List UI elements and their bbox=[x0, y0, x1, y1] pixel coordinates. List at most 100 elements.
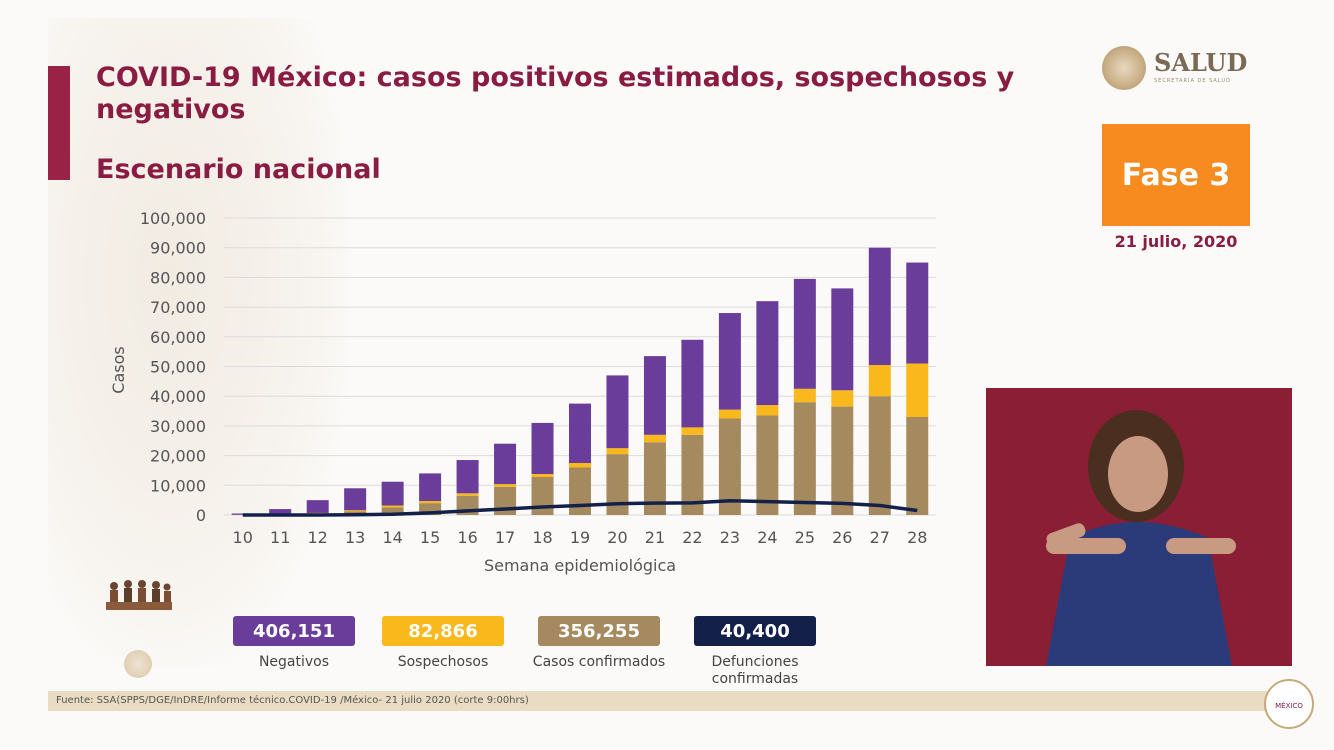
bars bbox=[231, 247, 929, 515]
bar-segment-negativos bbox=[906, 262, 929, 364]
bar-segment-negativos bbox=[793, 278, 816, 389]
bar-segment-sospechosos bbox=[456, 493, 479, 496]
bar-segment-sospechosos bbox=[718, 409, 741, 419]
x-tick-label: 23 bbox=[720, 528, 740, 547]
seal-icon bbox=[1102, 46, 1146, 90]
bar-segment-casos-confirmados bbox=[906, 416, 929, 515]
bar-segment-negativos bbox=[494, 443, 517, 485]
page-title: COVID-19 México: casos positivos estimad… bbox=[96, 62, 1015, 125]
bar-segment-casos-confirmados bbox=[569, 467, 591, 515]
y-tick-label: 0 bbox=[196, 506, 206, 525]
bar-segment-casos-confirmados bbox=[718, 418, 741, 515]
bar-segment-sospechosos bbox=[494, 484, 517, 487]
people-illustration-icon bbox=[106, 576, 172, 610]
bar-segment-negativos bbox=[868, 247, 891, 366]
bar-segment-sospechosos bbox=[606, 448, 629, 455]
bar-segment-negativos bbox=[306, 500, 329, 513]
x-tick-label: 18 bbox=[532, 528, 552, 547]
bar-segment-casos-confirmados bbox=[681, 434, 704, 515]
bar-segment-negativos bbox=[756, 301, 779, 406]
y-tick-label: 90,000 bbox=[150, 239, 206, 258]
x-tick-label: 10 bbox=[233, 528, 253, 547]
x-tick-label: 13 bbox=[345, 528, 365, 547]
x-axis-title: Semana epidemiológica bbox=[484, 556, 676, 575]
legend-confirmados-value: 356,255 bbox=[538, 616, 660, 646]
salud-logo: SALUD SECRETARÍA DE SALUD bbox=[1102, 46, 1262, 92]
x-tick-label: 22 bbox=[682, 528, 702, 547]
title-accent-bar bbox=[48, 66, 70, 180]
series-line-defunciones bbox=[242, 498, 918, 517]
x-tick-label: 11 bbox=[270, 528, 290, 547]
bar-segment-sospechosos bbox=[569, 463, 591, 468]
bar-segment-negativos bbox=[456, 460, 479, 494]
y-tick-label: 50,000 bbox=[150, 358, 206, 377]
x-tick-label: 20 bbox=[607, 528, 627, 547]
legend-negativos-value: 406,151 bbox=[233, 616, 355, 646]
x-tick-label: 27 bbox=[870, 528, 890, 547]
bar-segment-sospechosos bbox=[531, 474, 554, 477]
bar-segment-negativos bbox=[381, 481, 404, 506]
y-tick-label: 40,000 bbox=[150, 387, 206, 406]
x-tick-label: 17 bbox=[495, 528, 515, 547]
x-tick-label: 15 bbox=[420, 528, 440, 547]
legend-negativos-label: Negativos bbox=[258, 654, 330, 670]
y-tick-label: 100,000 bbox=[140, 209, 206, 228]
bar-segment-negativos bbox=[269, 509, 292, 515]
bar-segment-sospechosos bbox=[793, 388, 816, 403]
bar-segment-sospechosos bbox=[756, 405, 779, 416]
y-tick-label: 70,000 bbox=[150, 298, 206, 317]
bar-segment-casos-confirmados bbox=[531, 476, 554, 515]
x-tick-label: 25 bbox=[795, 528, 815, 547]
bar-segment-sospechosos bbox=[643, 434, 666, 443]
legend-sospechosos-value: 82,866 bbox=[382, 616, 504, 646]
legend-defunciones-value: 40,400 bbox=[694, 616, 816, 646]
source-footer: Fuente: SSA(SPPS/DGE/InDRE/Informe técni… bbox=[48, 691, 1268, 711]
bar-segment-negativos bbox=[643, 356, 666, 435]
bar-segment-sospechosos bbox=[381, 505, 404, 508]
bar-segment-sospechosos bbox=[344, 510, 367, 512]
legend-defunciones-label: Defunciones confirmadas bbox=[711, 654, 799, 687]
y-axis-title: Casos bbox=[109, 346, 128, 393]
bar-segment-casos-confirmados bbox=[793, 402, 816, 515]
x-tick-label: 14 bbox=[382, 528, 402, 547]
x-tick-label: 19 bbox=[570, 528, 590, 547]
logo-subtext: SECRETARÍA DE SALUD bbox=[1154, 78, 1231, 84]
bar-segment-casos-confirmados bbox=[381, 507, 404, 515]
bar-segment-casos-confirmados bbox=[831, 406, 854, 515]
bar-segment-negativos bbox=[606, 375, 629, 449]
y-tick-label: 10,000 bbox=[150, 476, 206, 495]
bar-segment-sospechosos bbox=[419, 501, 442, 504]
bar-segment-negativos bbox=[419, 473, 442, 502]
death-line-layer bbox=[242, 498, 918, 517]
bar-segment-casos-confirmados bbox=[868, 396, 891, 515]
bar-segment-negativos bbox=[718, 313, 741, 410]
y-tick-label: 30,000 bbox=[150, 417, 206, 436]
report-date: 21 julio, 2020 bbox=[1114, 232, 1238, 251]
bar-segment-negativos bbox=[531, 422, 554, 475]
sign-language-interpreter-video bbox=[986, 388, 1292, 666]
small-seal-icon bbox=[124, 650, 152, 678]
legend-confirmados-label: Casos confirmados bbox=[532, 654, 666, 670]
logo-text: SALUD bbox=[1154, 48, 1248, 77]
bar-segment-negativos bbox=[681, 339, 704, 428]
bar-segment-casos-confirmados bbox=[419, 503, 442, 515]
x-tick-label: 24 bbox=[757, 528, 777, 547]
page-subtitle: Escenario nacional bbox=[96, 154, 381, 185]
legend-sospechosos-label: Sospechosos bbox=[397, 654, 489, 670]
x-tick-label: 21 bbox=[645, 528, 665, 547]
grid: 0 10,000 20,000 30,000 40,000 50,000 60,000 70,… bbox=[140, 209, 936, 547]
y-tick-label: 20,000 bbox=[150, 447, 206, 466]
background-pattern bbox=[48, 18, 348, 668]
bar-segment-casos-confirmados bbox=[643, 442, 666, 515]
stacked-bar-chart: 0 10,000 20,000 30,000 40,000 50,000 60,000 70,… bbox=[109, 209, 936, 575]
bar-segment-negativos bbox=[569, 403, 591, 464]
x-tick-label: 28 bbox=[907, 528, 927, 547]
x-tick-label: 26 bbox=[832, 528, 852, 547]
gobierno-badge: MÉXICO bbox=[1264, 679, 1314, 729]
y-tick-label: 60,000 bbox=[150, 328, 206, 347]
bar-segment-negativos bbox=[344, 488, 367, 511]
x-tick-label: 16 bbox=[457, 528, 477, 547]
phase-badge: Fase 3 bbox=[1102, 124, 1250, 226]
bar-segment-sospechosos bbox=[831, 390, 854, 407]
bar-segment-negativos bbox=[831, 288, 854, 391]
